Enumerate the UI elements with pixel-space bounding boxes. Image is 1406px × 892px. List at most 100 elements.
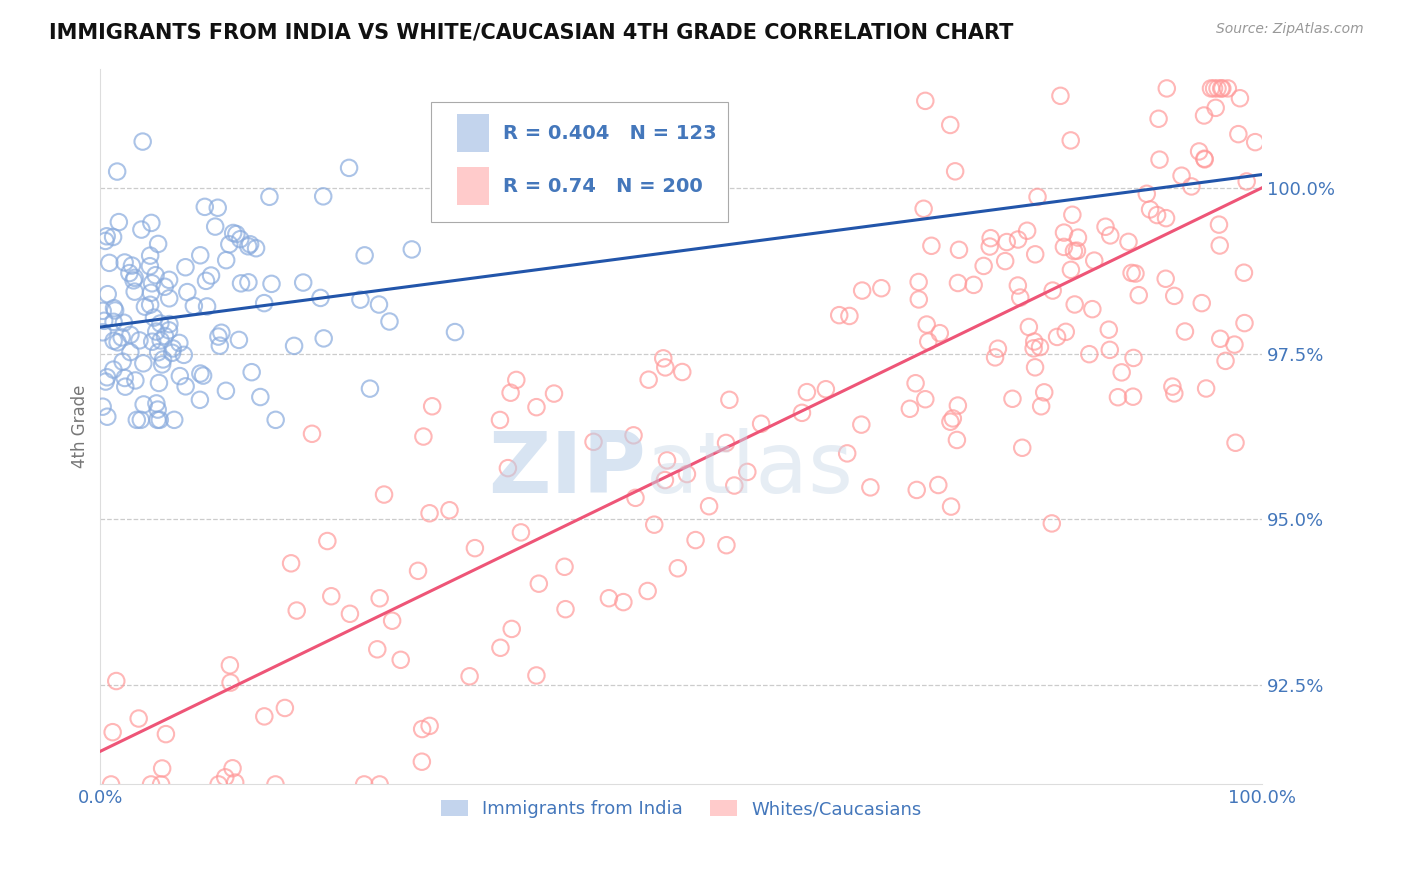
Point bbox=[141, 334, 163, 349]
Point bbox=[1011, 441, 1033, 455]
Point bbox=[676, 467, 699, 481]
Point bbox=[209, 326, 232, 340]
Point bbox=[1192, 108, 1215, 122]
Point bbox=[1111, 365, 1133, 379]
Point bbox=[654, 360, 676, 375]
Point bbox=[150, 762, 173, 776]
Point bbox=[112, 316, 135, 330]
Point bbox=[240, 365, 263, 379]
Point bbox=[419, 719, 441, 733]
Point bbox=[870, 281, 893, 295]
Point bbox=[366, 642, 388, 657]
Point bbox=[1007, 278, 1029, 293]
Point bbox=[716, 538, 738, 552]
Point bbox=[914, 392, 936, 407]
Point bbox=[134, 300, 156, 314]
Point bbox=[1010, 291, 1032, 305]
Point bbox=[146, 345, 169, 359]
Point bbox=[1122, 390, 1144, 404]
Point bbox=[128, 334, 150, 348]
FancyBboxPatch shape bbox=[457, 168, 489, 204]
Point bbox=[419, 506, 441, 520]
Point bbox=[671, 365, 693, 379]
Point bbox=[915, 318, 938, 332]
Point bbox=[851, 417, 873, 432]
Point bbox=[898, 401, 921, 416]
Point bbox=[411, 755, 433, 769]
Y-axis label: 4th Grade: 4th Grade bbox=[72, 384, 89, 468]
Point bbox=[723, 478, 745, 492]
Point bbox=[105, 673, 128, 688]
Point bbox=[146, 413, 169, 427]
Point bbox=[120, 327, 142, 342]
Point bbox=[219, 675, 242, 690]
Point bbox=[1236, 174, 1258, 188]
Point bbox=[643, 517, 665, 532]
Point bbox=[917, 334, 939, 349]
Point bbox=[995, 235, 1018, 249]
Point bbox=[264, 413, 287, 427]
Point bbox=[114, 379, 136, 393]
Point bbox=[316, 534, 339, 549]
Point bbox=[249, 390, 271, 404]
Point bbox=[637, 373, 659, 387]
Point bbox=[1195, 382, 1218, 396]
Point bbox=[1022, 342, 1045, 356]
Point bbox=[139, 259, 162, 273]
Point bbox=[1054, 325, 1077, 339]
Point bbox=[143, 310, 166, 325]
Point bbox=[612, 595, 634, 609]
Point bbox=[1046, 330, 1069, 344]
Point bbox=[195, 274, 218, 288]
Point bbox=[914, 94, 936, 108]
Point bbox=[1163, 386, 1185, 401]
Point bbox=[526, 400, 548, 414]
Point bbox=[111, 354, 134, 368]
Point bbox=[169, 369, 191, 384]
Point bbox=[1118, 235, 1140, 249]
Point bbox=[1125, 267, 1147, 281]
Point bbox=[207, 201, 229, 215]
Point bbox=[139, 777, 162, 791]
Point bbox=[1223, 337, 1246, 351]
Point bbox=[274, 701, 297, 715]
Point bbox=[1053, 226, 1076, 240]
Point bbox=[912, 202, 935, 216]
Point bbox=[851, 284, 873, 298]
Point bbox=[501, 622, 523, 636]
Point bbox=[1154, 211, 1177, 226]
Point bbox=[381, 614, 404, 628]
Point bbox=[93, 314, 115, 328]
Point bbox=[195, 300, 218, 314]
Point bbox=[1161, 379, 1184, 393]
Point bbox=[1007, 233, 1029, 247]
Point bbox=[301, 426, 323, 441]
Point bbox=[1042, 284, 1064, 298]
Point bbox=[190, 367, 212, 381]
Point bbox=[107, 335, 129, 350]
Point bbox=[927, 478, 949, 492]
Point bbox=[1081, 302, 1104, 317]
Point bbox=[527, 576, 550, 591]
Point bbox=[1209, 332, 1232, 346]
Text: R = 0.74   N = 200: R = 0.74 N = 200 bbox=[503, 177, 703, 195]
Point bbox=[814, 382, 837, 396]
Point bbox=[124, 271, 146, 285]
Point bbox=[1024, 247, 1046, 261]
Point bbox=[401, 243, 423, 257]
Point bbox=[1180, 179, 1202, 194]
Point bbox=[737, 465, 759, 479]
Text: R = 0.404   N = 123: R = 0.404 N = 123 bbox=[503, 124, 717, 143]
Point bbox=[1026, 190, 1049, 204]
Point bbox=[948, 243, 970, 257]
Point bbox=[714, 436, 737, 450]
Point bbox=[1067, 230, 1090, 244]
Point bbox=[221, 761, 243, 775]
Point bbox=[183, 299, 205, 313]
Point bbox=[496, 461, 519, 475]
Point bbox=[1024, 334, 1046, 349]
Point bbox=[103, 362, 125, 376]
Point bbox=[637, 584, 659, 599]
Point bbox=[1202, 81, 1225, 95]
Point bbox=[141, 277, 163, 291]
